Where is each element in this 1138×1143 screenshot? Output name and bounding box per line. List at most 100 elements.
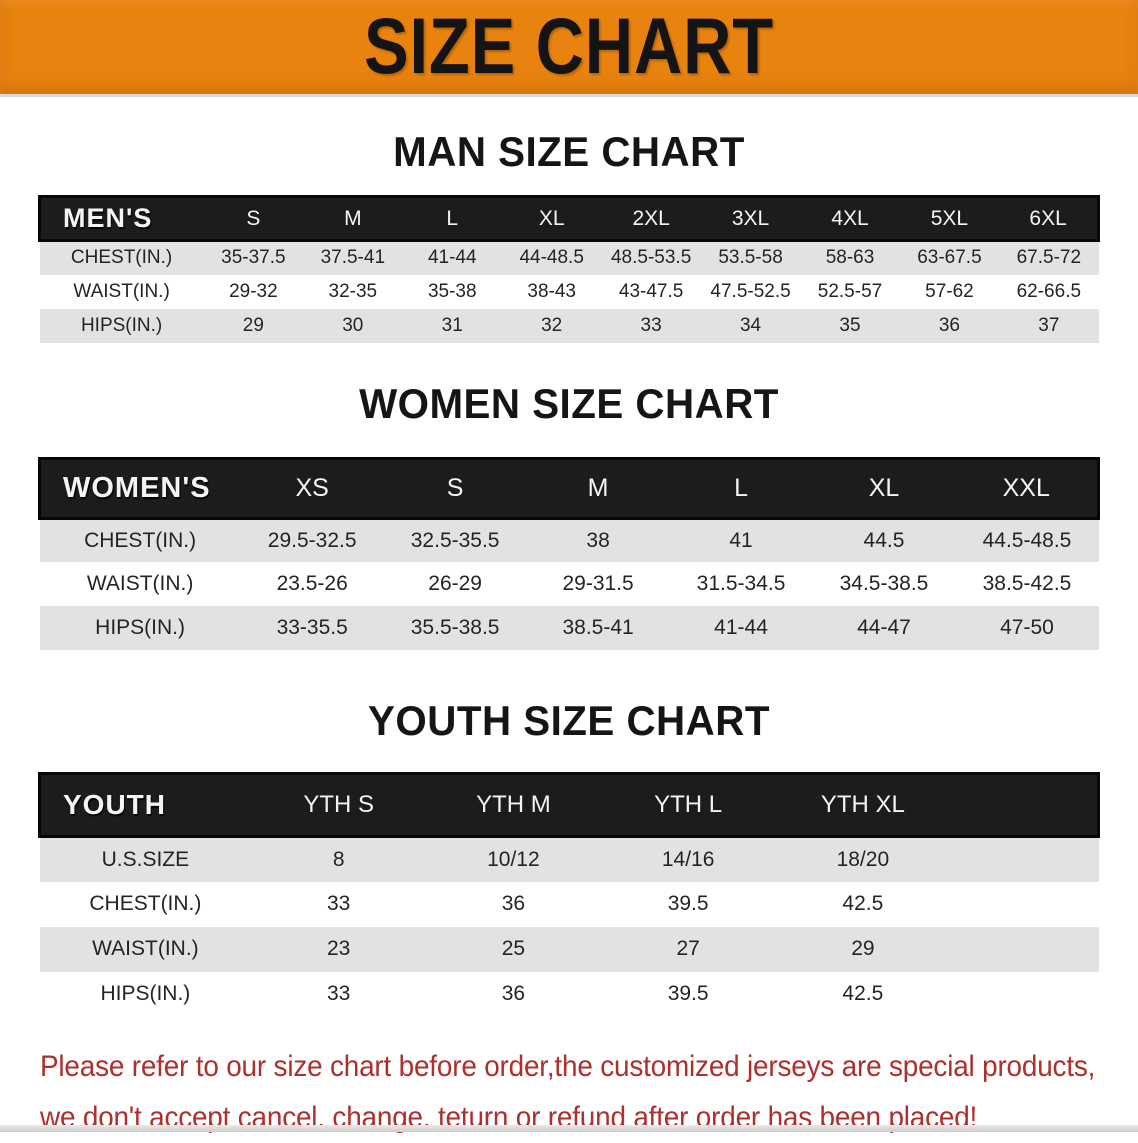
youth-header-row: YOUTH YTH S YTH M YTH L YTH XL	[38, 772, 1101, 838]
size-value: 23	[251, 926, 427, 972]
size-value: 63-67.5	[899, 240, 1000, 275]
row-spacer	[950, 971, 1099, 1017]
womens-size-table: WOMEN'S XS S M L XL XXL CHEST(IN.) 29.5-32.5 32.5…	[37, 456, 1101, 650]
size-value: 38-43	[501, 274, 602, 309]
bottom-divider	[0, 1125, 1138, 1132]
column-header: S	[383, 456, 527, 520]
size-value: 58-63	[800, 240, 900, 275]
header-spacer	[950, 772, 1101, 838]
size-value: 25	[426, 926, 601, 972]
column-header: YTH S	[251, 772, 427, 838]
column-header: YTH L	[600, 772, 776, 838]
size-value: 38	[526, 518, 670, 562]
size-value: 31.5-34.5	[669, 562, 813, 606]
row-label: CHEST(IN.)	[39, 240, 204, 275]
size-value: 29-32	[203, 274, 304, 309]
size-value: 26-29	[383, 562, 527, 606]
size-value: 30	[303, 308, 403, 343]
size-value: 42.5	[775, 971, 951, 1017]
size-value: 34	[700, 308, 801, 343]
row-label: WAIST(IN.)	[39, 562, 241, 606]
size-value: 47-50	[955, 606, 1099, 650]
table-row: WAIST(IN.) 23 25 27 29	[39, 926, 1099, 972]
size-value: 39.5	[600, 971, 776, 1017]
column-header: S	[203, 195, 304, 242]
size-value: 10/12	[426, 836, 601, 882]
size-value: 36	[899, 308, 1000, 343]
column-header: M	[526, 456, 670, 520]
size-value: 35-37.5	[203, 240, 304, 275]
column-header: 6XL	[999, 195, 1101, 242]
row-label: HIPS(IN.)	[39, 606, 241, 650]
row-spacer	[950, 881, 1099, 927]
youth-size-table: YOUTH YTH S YTH M YTH L YTH XL U.S.SIZE 8 10/12…	[38, 772, 1101, 1017]
column-header: M	[303, 195, 403, 242]
column-header: YTH XL	[775, 772, 951, 838]
women-size-section: WOMEN SIZE CHART WOMEN'S XS S M L XL XXL CHEST(…	[0, 379, 1138, 650]
size-value: 31	[402, 308, 502, 343]
men-header-row: MEN'S S M L XL 2XL 3XL 4XL 5XL 6XL	[37, 195, 1101, 242]
table-row: HIPS(IN.) 33-35.5 35.5-38.5 38.5-41 41-44 44-…	[39, 606, 1099, 650]
mens-size-table: MEN'S S M L XL 2XL 3XL 4XL 5XL 6XL CHEST(IN.) 35-37…	[37, 195, 1101, 343]
column-header: XL	[812, 456, 956, 520]
size-value: 67.5-72	[999, 240, 1099, 275]
size-value: 32-35	[303, 274, 403, 309]
table-row: CHEST(IN.) 33 36 39.5 42.5	[39, 881, 1099, 927]
size-value: 29	[203, 308, 304, 343]
size-value: 36	[426, 881, 601, 927]
size-value: 29-31.5	[526, 562, 670, 606]
row-label: CHEST(IN.)	[39, 881, 252, 927]
column-header: XXL	[955, 456, 1101, 520]
banner: SIZE CHART	[0, 0, 1138, 97]
size-value: 53.5-58	[700, 240, 801, 275]
size-value: 33	[601, 308, 701, 343]
row-label: HIPS(IN.)	[39, 308, 204, 343]
women-header-row: WOMEN'S XS S M L XL XXL	[37, 456, 1101, 520]
size-value: 43-47.5	[601, 274, 701, 309]
size-value: 48.5-53.5	[601, 240, 701, 275]
table-row: U.S.SIZE 8 10/12 14/16 18/20	[39, 836, 1099, 882]
table-corner-label: WOMEN'S	[37, 456, 241, 520]
size-value: 57-62	[899, 274, 1000, 309]
column-header: 5XL	[899, 195, 1000, 242]
table-row: CHEST(IN.) 29.5-32.5 32.5-35.5 38 41 44.5 44.5…	[39, 518, 1099, 562]
size-value: 35-38	[402, 274, 502, 309]
size-value: 8	[251, 836, 427, 882]
column-header: 4XL	[800, 195, 900, 242]
size-value: 18/20	[775, 836, 951, 882]
notice-line-2: we don't accept cancel, change, teturn o…	[40, 1100, 978, 1134]
size-value: 37.5-41	[303, 240, 403, 275]
size-value: 39.5	[600, 881, 776, 927]
size-value: 41-44	[402, 240, 502, 275]
row-label: WAIST(IN.)	[39, 274, 204, 309]
men-table: MEN'S S M L XL 2XL 3XL 4XL 5XL 6XL CHEST(IN.) 35-37…	[37, 195, 1101, 343]
table-row: CHEST(IN.) 35-37.5 37.5-41 41-44 44-48.5 48.5…	[39, 240, 1099, 275]
women-section-heading: WOMEN SIZE CHART	[359, 379, 779, 427]
table-corner-label: MEN'S	[37, 195, 204, 242]
size-value: 33	[251, 971, 427, 1017]
size-value: 44-48.5	[501, 240, 602, 275]
youth-table: YOUTH YTH S YTH M YTH L YTH XL U.S.SIZE 8 10/12…	[38, 772, 1101, 1017]
size-value: 32.5-35.5	[383, 518, 527, 562]
table-row: WAIST(IN.) 23.5-26 26-29 29-31.5 31.5-34.5 34…	[39, 562, 1099, 606]
table-row: HIPS(IN.) 29 30 31 32 33 34 35 36 37	[39, 308, 1099, 343]
size-value: 44.5	[812, 518, 956, 562]
size-value: 37	[999, 308, 1099, 343]
size-value: 44-47	[812, 606, 956, 650]
size-value: 29	[775, 926, 951, 972]
column-header: XS	[240, 456, 384, 520]
size-value: 36	[426, 971, 601, 1017]
table-row: HIPS(IN.) 33 36 39.5 42.5	[39, 971, 1099, 1017]
row-label: U.S.SIZE	[39, 836, 252, 882]
row-label: WAIST(IN.)	[39, 926, 252, 972]
size-value: 29.5-32.5	[240, 518, 384, 562]
size-value: 23.5-26	[240, 562, 384, 606]
table-corner-label: YOUTH	[38, 772, 252, 838]
size-value: 33	[251, 881, 427, 927]
men-size-section: MAN SIZE CHART MEN'S S M L XL 2XL 3XL 4XL 5XL 6XL…	[0, 127, 1138, 343]
row-spacer	[950, 836, 1099, 882]
column-header: 2XL	[601, 195, 701, 242]
size-value: 52.5-57	[800, 274, 900, 309]
youth-section-heading: YOUTH SIZE CHART	[368, 697, 770, 744]
